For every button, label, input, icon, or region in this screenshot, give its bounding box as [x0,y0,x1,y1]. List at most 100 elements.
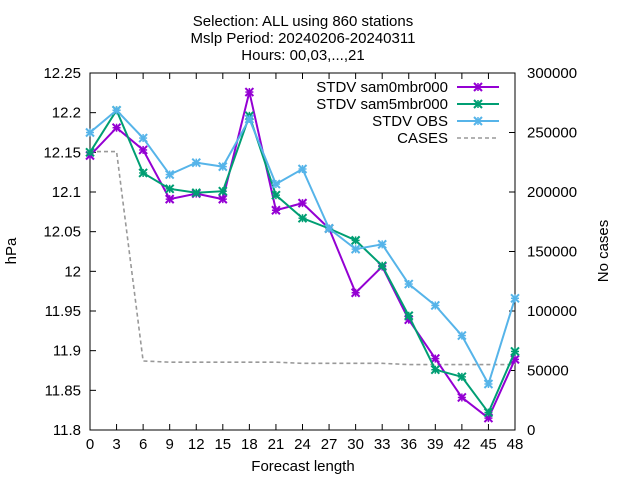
y-tick-label: 11.9 [53,343,81,360]
series-line [89,108,516,387]
data-point [483,407,494,418]
data-point [271,205,281,215]
data-point [218,194,228,204]
series-line [89,108,516,415]
data-point [457,330,467,341]
title-line-2: Mslp Period: 20240206-20240311 [191,30,416,47]
x-tick-label: 9 [166,436,174,453]
legend-marker [473,99,483,109]
y2-tick-label: 50000 [527,363,569,380]
x-tick-label: 45 [480,436,497,453]
x-axis-label: Forecast length [251,458,354,475]
data-point [218,186,228,196]
data-point [404,311,414,321]
x-tick-label: 6 [139,436,147,453]
data-point [85,127,95,138]
x-tick-label: 0 [86,436,94,453]
data-point [111,105,122,115]
y-tick-label: 11.95 [45,303,81,320]
y2-tick-label: 300000 [527,65,577,82]
data-point [377,239,387,250]
series-0 [85,87,520,423]
data-point [324,223,334,234]
x-tick-label: 39 [427,436,444,453]
title-line-1: Selection: ALL using 860 stations [193,13,413,30]
y-tick-label: 11.8 [53,422,81,439]
data-point [191,188,201,198]
y2-axis-label: No cases [595,220,612,283]
data-point [350,244,361,254]
y-tick-label: 12.15 [43,144,81,161]
axis-ticks: 0 3 6 9 12 15 18 21 24 27 30 33 36 39 42 45 4812.2512.21… [43,65,577,453]
y-tick-label: 12.05 [43,224,81,241]
x-tick-label: 15 [214,436,231,453]
legend-marker [473,116,483,126]
x-tick-label: 27 [321,436,338,453]
data-point [85,147,95,158]
data-point [164,169,175,180]
title-line-3: Hours: 00,03,...,21 [241,47,364,64]
data-point [297,164,308,174]
y-tick-label: 12 [64,263,81,280]
data-point [111,123,122,133]
data-point [350,288,361,298]
data-point [191,157,201,168]
x-tick-label: 3 [112,436,120,453]
data-point [271,179,281,189]
y2-tick-label: 200000 [527,184,577,201]
data-point [138,168,148,178]
data-point [457,372,467,382]
y2-tick-label: 250000 [527,125,577,142]
data-point [297,213,308,223]
plot-frame [89,72,516,431]
data-point [350,235,361,246]
x-tick-label: 18 [241,436,258,453]
series-line [90,150,515,366]
data-point [377,261,387,271]
y-tick-label: 12.25 [43,65,81,82]
legend-marker [473,82,483,92]
data-point [218,161,228,172]
y-axis-label: hPa [3,237,20,264]
series-2 [85,105,520,389]
data-point [430,353,441,364]
legend-label: STDV OBS [372,113,448,130]
legend-label: STDV sam0mbr000 [316,79,448,96]
legend-label: CASES [397,130,448,147]
x-tick-label: 42 [454,436,471,453]
chart-title: Selection: ALL using 860 stations Mslp P… [191,13,416,64]
y2-tick-label: 150000 [527,244,577,261]
x-tick-label: 21 [268,436,285,453]
x-tick-label: 24 [294,436,311,453]
data-point [457,392,467,403]
y-tick-label: 11.85 [45,382,81,399]
data-point [138,145,148,155]
data-point [297,198,308,208]
series-layer [85,87,520,423]
data-point [430,300,441,311]
data-point [138,133,148,143]
data-point [430,364,441,375]
x-tick-label: 33 [374,436,391,453]
legend-label: STDV sam5mbr000 [316,96,448,113]
data-point [510,293,520,304]
data-point [164,194,175,204]
series-3 [90,150,515,366]
series-line [89,91,516,420]
series-1 [85,105,520,418]
data-point [244,87,255,97]
data-point [404,279,414,289]
data-point [483,379,494,389]
x-tick-label: 48 [507,436,524,453]
data-point [164,184,175,194]
x-tick-label: 12 [188,436,205,453]
y2-tick-label: 0 [527,422,535,439]
x-tick-label: 30 [347,436,364,453]
data-point [271,190,281,200]
data-point [244,114,255,124]
y-tick-label: 12.1 [52,184,81,201]
data-point [510,346,520,357]
y-tick-label: 12.2 [52,105,81,122]
